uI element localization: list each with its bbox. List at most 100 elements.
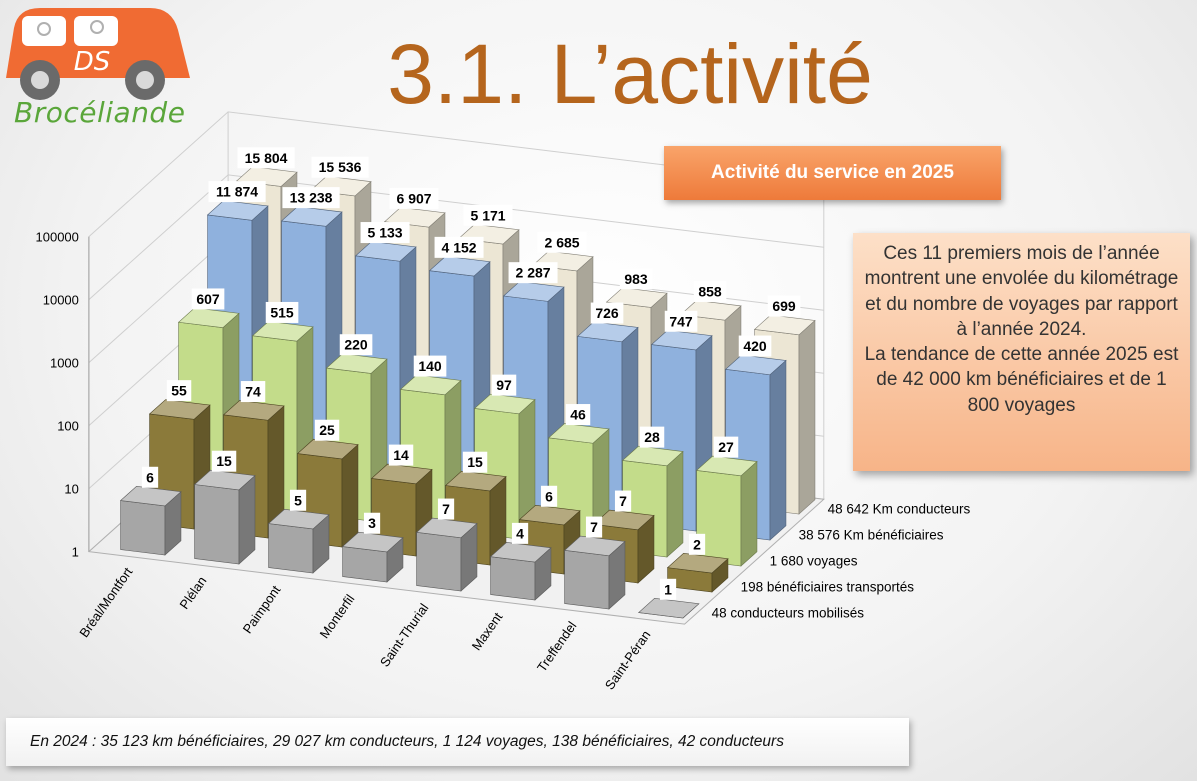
data-label: 2 [693,536,701,552]
data-label-bg [537,231,587,253]
data-label: 74 [245,384,261,400]
data-label: 747 [669,313,693,329]
y-tick-label: 100000 [36,230,79,245]
data-label: 15 536 [319,159,362,175]
data-label: 46 [570,407,586,423]
data-label-bg [659,578,677,600]
data-label-bg [289,489,307,511]
series-label: 198 bénéficiaires transportés [741,579,915,594]
data-label-bg [664,310,698,332]
category-label: Saint-Thurial [377,601,432,670]
data-label: 5 133 [368,225,403,241]
data-label: 858 [698,283,722,299]
category-label: Monterfil [317,592,358,642]
data-label-bg [311,156,369,178]
category-label: Maxent [469,609,506,653]
data-label: 55 [171,383,187,399]
data-label-bg [767,295,801,317]
y-tick-label: 1000 [50,356,79,371]
data-label: 2 685 [545,234,580,250]
bar-48-conducteurs-mobilisés-treffendel [563,535,626,610]
data-label-bg [491,374,517,396]
data-label: 11 874 [216,184,258,200]
data-label: 6 [545,488,553,504]
data-label-bg [388,444,414,466]
data-label: 15 [467,454,483,470]
bar-48-conducteurs-mobilisés-bréal-montfort [119,485,182,556]
data-label-bg [360,222,410,244]
bar-198-bénéficiaires-transportés-saint-péran [666,553,729,593]
data-label: 699 [772,298,796,314]
bar-48-conducteurs-mobilisés-monterfil [341,531,404,583]
data-label: 140 [418,358,442,374]
y-tick-label: 100 [57,419,79,434]
data-label-bg [434,236,484,258]
data-label-bg [437,498,455,520]
data-label: 2 287 [516,265,551,281]
data-label: 5 171 [471,207,506,223]
data-label-bg [713,436,739,458]
data-label-bg [240,381,266,403]
data-label: 983 [624,271,648,287]
service-banner: Activité du service en 2025 [664,146,1001,200]
data-label-bg [141,466,159,488]
data-label: 15 804 [245,150,288,166]
note-paragraph-2: La tendance de cette année 2025 est de 4… [864,344,1179,416]
data-label: 726 [595,305,619,321]
series-label: 48 conducteurs mobilisés [712,605,865,620]
data-label: 7 [442,501,450,517]
car-window-left-icon [22,16,66,46]
data-label-bg [614,490,632,512]
data-label-bg [511,522,529,544]
note-box: Ces 11 premiers mois de l’année montrent… [853,233,1190,471]
data-label-bg [619,268,653,290]
data-label: 420 [743,338,767,354]
series-label: 1 680 voyages [770,553,858,568]
category-label: Saint-Péran [602,628,654,693]
data-label-bg [688,533,706,555]
bar-48-conducteurs-mobilisés-paimpont [267,508,330,574]
data-label-bg [463,204,513,226]
data-label: 27 [718,439,734,455]
data-label: 4 152 [442,239,477,255]
data-label: 15 [216,453,232,469]
y-tick-label: 1 [72,545,79,560]
data-label: 97 [496,377,512,393]
data-label-bg [237,147,295,169]
logo-text: Brocéliande [14,96,186,129]
data-label-bg [540,485,558,507]
category-label: Paimpont [240,582,284,636]
data-label-bg [208,181,266,203]
data-label: 6 907 [397,190,432,206]
data-label-bg [590,302,624,324]
data-label-bg [282,187,340,209]
data-label: 14 [393,447,409,463]
series-label: 48 642 Km conducteurs [828,501,971,516]
data-label: 4 [516,525,524,541]
data-label-bg [166,380,192,402]
data-label: 515 [270,304,294,320]
data-label: 3 [368,515,376,531]
data-label: 607 [196,291,220,307]
data-label-bg [639,426,665,448]
footer-summary: En 2024 : 35 123 km bénéficiaires, 29 02… [6,718,909,766]
y-tick-label: 10000 [43,293,79,308]
data-label: 6 [146,469,154,485]
bar-48-conducteurs-mobilisés-maxent [489,542,552,601]
bar-48-conducteurs-mobilisés-saint-thurial [415,517,478,592]
data-label-bg [363,512,381,534]
y-tick-label: 10 [64,482,78,497]
bar-48-conducteurs-mobilisés-plélan [193,469,256,565]
data-label: 220 [344,337,368,353]
data-label: 7 [619,493,627,509]
bar-48-conducteurs-mobilisés-saint-péran [637,597,700,619]
data-label-bg [314,419,340,441]
data-label-bg [265,301,299,323]
note-paragraph-1: Ces 11 premiers mois de l’année montrent… [864,243,1179,340]
category-label: Bréal/Montfort [76,564,135,640]
data-label-bg [413,355,447,377]
page-title: 3.1. L’activité [387,27,873,121]
data-label-bg [565,404,591,426]
series-label: 38 576 Km bénéficiaires [799,527,944,542]
